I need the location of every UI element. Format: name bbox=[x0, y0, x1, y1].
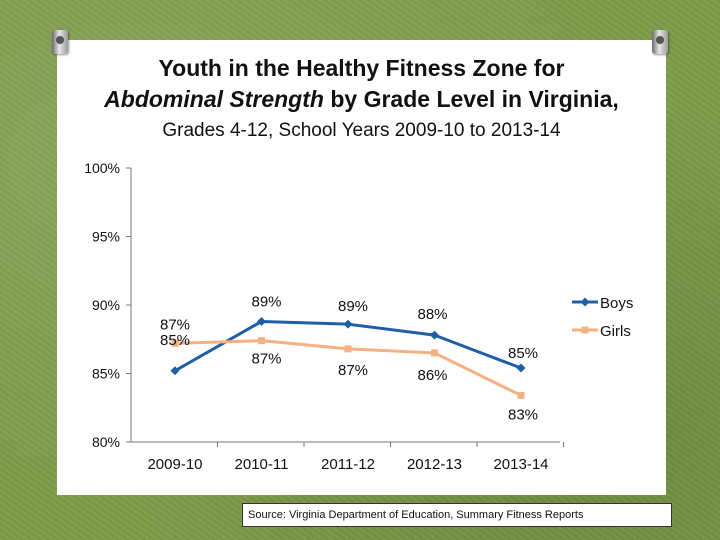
data-point-girls bbox=[171, 339, 179, 347]
x-tick-label: 2010-11 bbox=[235, 456, 289, 473]
data-label-boys: 89% bbox=[338, 298, 368, 315]
data-point-girls bbox=[431, 349, 438, 357]
data-point-boys bbox=[343, 319, 353, 329]
x-tick-label: 2012-13 bbox=[407, 456, 462, 473]
chart-subtitle: Grades 4-12, School Years 2009-10 to 201… bbox=[162, 120, 561, 141]
data-label-girls: 83% bbox=[508, 406, 538, 423]
data-label-girls: 86% bbox=[417, 367, 447, 384]
legend-marker-boys bbox=[580, 297, 590, 307]
data-point-boys bbox=[430, 330, 439, 340]
pin-right-icon bbox=[652, 30, 668, 54]
y-tick-label: 85% bbox=[92, 366, 120, 382]
slide-panel bbox=[57, 40, 666, 495]
x-tick-label: 2009-10 bbox=[147, 456, 202, 473]
data-label-girls: 87% bbox=[160, 316, 190, 333]
data-point-girls bbox=[517, 391, 525, 399]
data-point-boys bbox=[516, 363, 526, 373]
data-point-boys bbox=[170, 366, 180, 376]
chart-title-line1: Youth in the Healthy Fitness Zone for bbox=[158, 55, 565, 81]
data-label-girls: 87% bbox=[251, 351, 281, 368]
data-point-girls bbox=[344, 345, 352, 353]
y-tick-label: 80% bbox=[92, 434, 120, 450]
data-label-girls: 87% bbox=[338, 362, 368, 379]
chart-title-line2: Abdominal Strength by Grade Level in Vir… bbox=[57, 86, 666, 113]
title-italic-phrase: Abdominal Strength bbox=[104, 86, 324, 112]
legend-label-girls: Girls bbox=[600, 323, 631, 340]
data-label-boys: 85% bbox=[160, 332, 190, 349]
pin-left-icon bbox=[52, 30, 68, 54]
y-tick-label: 90% bbox=[92, 297, 120, 313]
x-tick-label: 2011-12 bbox=[321, 456, 375, 473]
data-label-boys: 89% bbox=[251, 293, 281, 310]
legend-marker-girls bbox=[581, 326, 589, 334]
data-point-girls bbox=[258, 337, 265, 345]
source-note: Source: Virginia Department of Education… bbox=[242, 503, 672, 527]
data-label-boys: 85% bbox=[508, 345, 538, 362]
title-line2-rest: by Grade Level in Virginia, bbox=[323, 86, 619, 112]
data-label-boys: 88% bbox=[417, 306, 447, 323]
data-point-boys bbox=[257, 316, 266, 326]
y-tick-label: 100% bbox=[84, 160, 120, 176]
legend-label-boys: Boys bbox=[600, 295, 633, 312]
x-tick-label: 2013-14 bbox=[493, 456, 548, 473]
y-tick-label: 95% bbox=[92, 229, 120, 245]
